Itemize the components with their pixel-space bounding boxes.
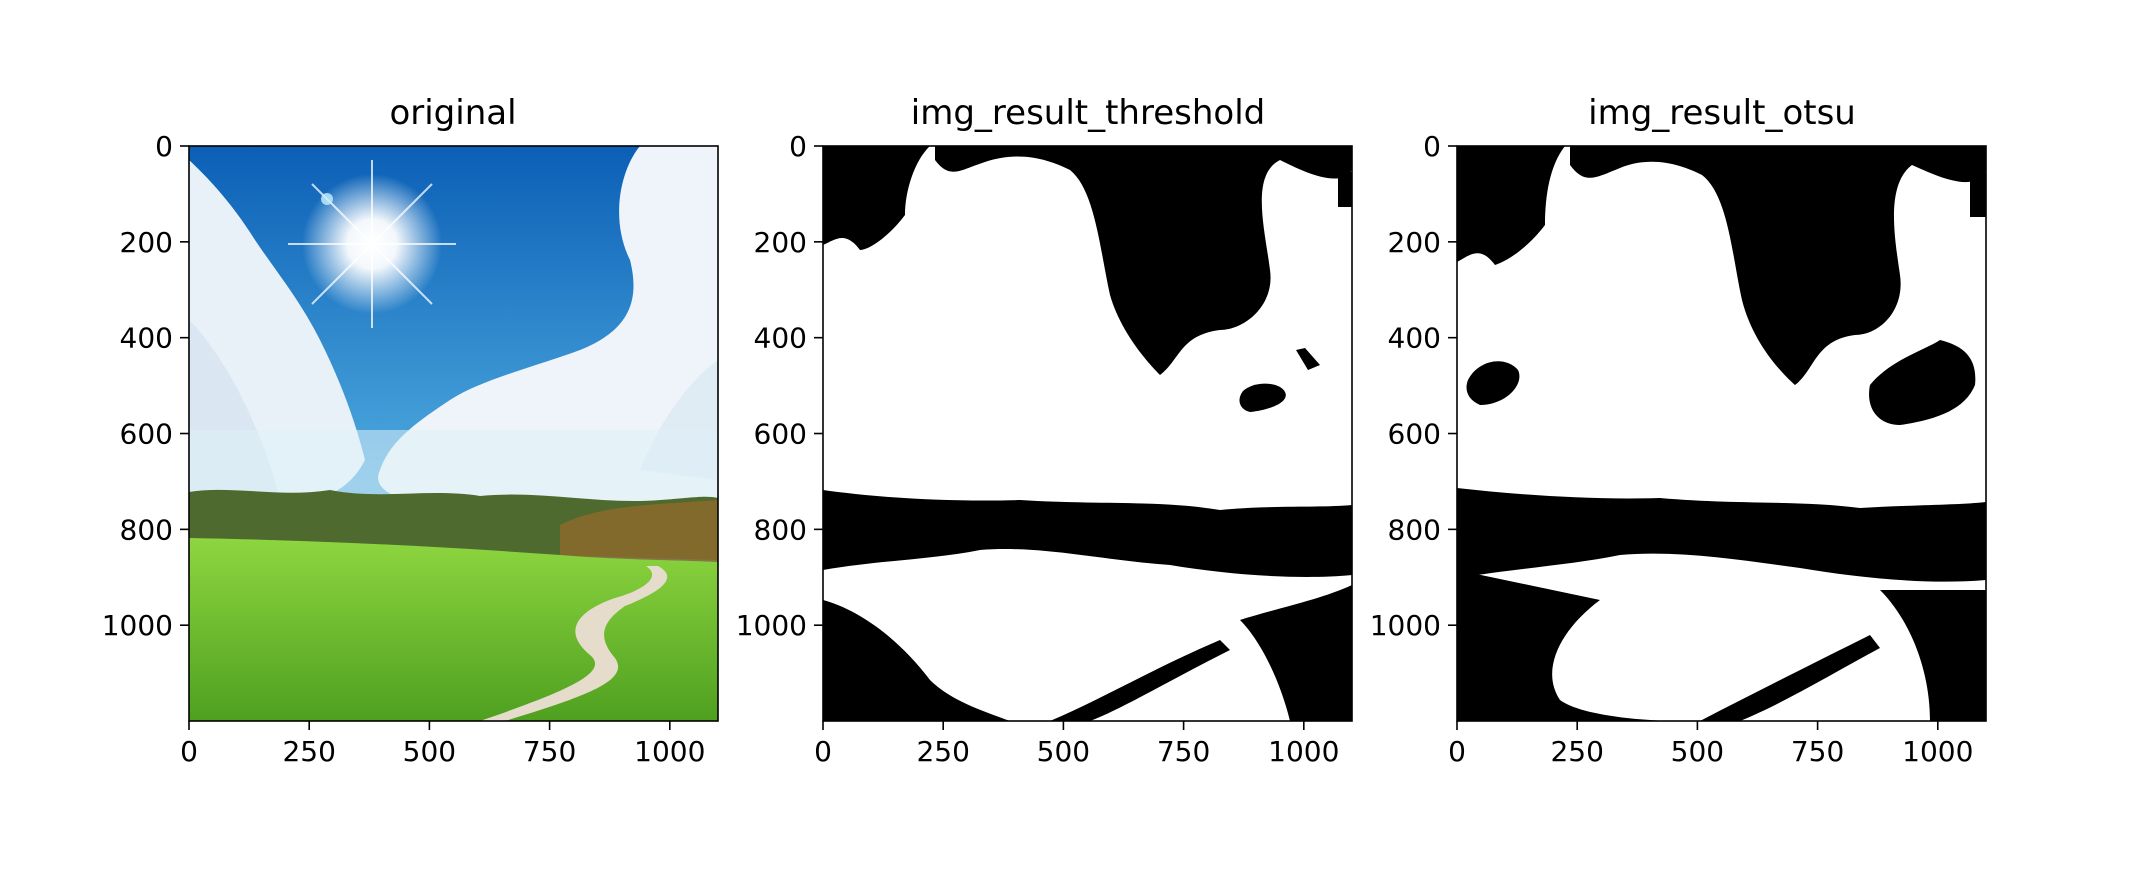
x-tick-label: 0 [180, 735, 198, 768]
x-tick-label: 500 [1671, 735, 1724, 768]
axis-ticks: 0 250 500 750 1000 0 200 400 600 800 1000 [736, 130, 1340, 768]
y-tick-label: 800 [1388, 513, 1441, 546]
panel-original: original [102, 93, 719, 768]
x-tick-label: 750 [523, 735, 576, 768]
y-tick-label: 1000 [1370, 609, 1441, 642]
y-tick-label: 600 [120, 418, 173, 451]
y-tick-label: 600 [1388, 418, 1441, 451]
y-tick-label: 0 [789, 130, 807, 163]
panel-title: original [389, 93, 516, 133]
y-tick-label: 800 [120, 513, 173, 546]
y-tick-label: 200 [120, 226, 173, 259]
y-tick-label: 800 [754, 513, 807, 546]
y-tick-label: 400 [754, 322, 807, 355]
y-tick-label: 0 [155, 130, 173, 163]
x-tick-label: 250 [1550, 735, 1603, 768]
x-tick-label: 250 [282, 735, 335, 768]
x-tick-label: 750 [1157, 735, 1210, 768]
x-tick-label: 1000 [1902, 735, 1973, 768]
x-tick-label: 0 [1448, 735, 1466, 768]
y-tick-label: 0 [1423, 130, 1441, 163]
x-tick-label: 750 [1791, 735, 1844, 768]
x-tick-label: 500 [1037, 735, 1090, 768]
y-tick-label: 200 [754, 226, 807, 259]
panel-title: img_result_otsu [1588, 93, 1856, 133]
x-tick-label: 1000 [634, 735, 705, 768]
x-tick-label: 250 [916, 735, 969, 768]
y-tick-label: 600 [754, 418, 807, 451]
axis-ticks: 0 250 500 750 1000 0 200 400 600 800 1000 [102, 130, 706, 768]
y-tick-label: 1000 [102, 609, 173, 642]
x-tick-label: 0 [814, 735, 832, 768]
x-tick-label: 500 [403, 735, 456, 768]
panel-otsu: img_result_otsu 0 250 500 750 1000 0 200 400 600… [1370, 93, 1987, 768]
original-image [189, 146, 718, 721]
y-tick-label: 400 [120, 322, 173, 355]
panel-title: img_result_threshold [911, 93, 1265, 133]
y-tick-label: 200 [1388, 226, 1441, 259]
otsu-image [1457, 146, 1986, 721]
axis-ticks: 0 250 500 750 1000 0 200 400 600 800 1000 [1370, 130, 1974, 768]
threshold-image [823, 146, 1352, 721]
y-tick-label: 400 [1388, 322, 1441, 355]
y-tick-label: 1000 [736, 609, 807, 642]
panel-threshold: img_result_threshold 0 250 500 750 1000 0 200 4… [736, 93, 1353, 768]
x-tick-label: 1000 [1268, 735, 1339, 768]
